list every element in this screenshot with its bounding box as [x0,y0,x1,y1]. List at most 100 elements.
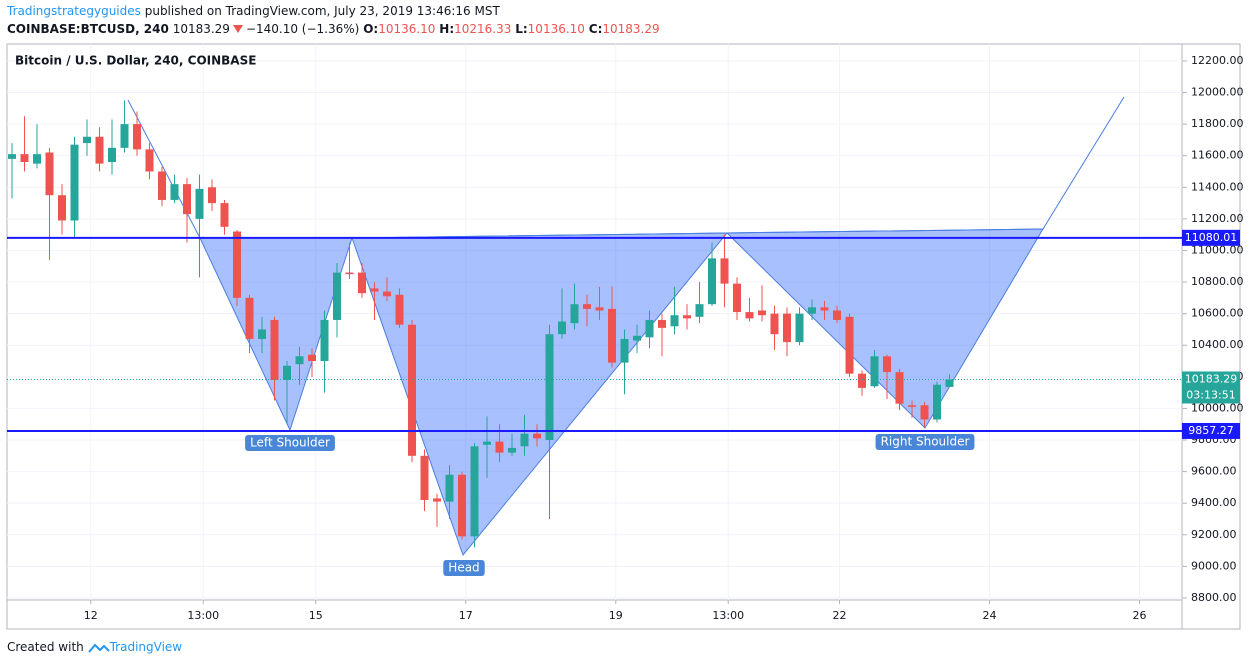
x-tick-label: 22 [833,609,847,622]
candle-body [495,441,504,453]
candle-body [345,272,354,275]
level-label: 11080.01 [1185,231,1238,244]
candle-body [358,272,366,294]
candle-body [795,313,804,343]
candle-body [83,136,91,144]
candle-body [33,154,41,164]
frame [6,43,1241,630]
publish-line: Tradingstrategyguides published on Tradi… [7,4,500,18]
x-tick-label: 15 [309,609,323,622]
pattern-label: Head [448,561,479,575]
candle-body [408,324,416,456]
candle-body [433,498,441,502]
candle-body [920,405,929,420]
candle-body [820,307,829,311]
last: 10183.29 [172,22,230,36]
y-tick-label: 11000.00 [1191,243,1244,256]
candle-body [445,474,454,502]
candle-body [70,144,79,221]
last-price-label: 10183.29 [1185,372,1238,385]
candle-body [208,187,216,204]
candle-body [145,149,154,172]
logo [87,643,110,653]
candle-body [858,373,866,388]
candle-body [695,304,704,317]
candle-body [395,294,404,325]
ohlc-label: L: [515,22,528,36]
symbol: COINBASE:BTCUSD, 240 [7,22,169,36]
candle-body [770,313,779,335]
candle-body [845,316,854,374]
ohlc-label: O: [363,22,379,36]
candle-body [833,310,841,320]
y-tick-label: 11800.00 [1191,117,1244,130]
candle-body [283,365,291,380]
candle-body [483,441,491,445]
candle-body [645,319,654,338]
candle-body [933,384,941,420]
y-tick-label: 9600.00 [1191,465,1237,478]
level-tag [1182,229,1240,246]
publisher: Tradingstrategyguides [7,4,141,18]
candle-body [183,184,191,215]
ohlc-value: 10183.29 [602,22,660,36]
y-tick-label: 8800.00 [1191,591,1237,604]
x-tick-label: 13:00 [187,609,219,622]
brand: TradingView [109,640,183,654]
candle-body [658,319,666,328]
candle-body [570,304,579,324]
y-tick-label: 9400.00 [1191,496,1237,509]
candle-body [733,283,741,313]
candle-body [420,455,429,501]
candle-body [320,319,329,362]
candle-body [683,315,691,319]
ohlc-value: 10216.33 [454,22,512,36]
y-tick-label: 10000.00 [1191,401,1244,414]
candle-body [120,124,129,148]
candle-body [895,372,904,404]
x-tick-label: 26 [1133,609,1147,622]
y-tick-label: 12200.00 [1191,54,1244,67]
y-tick-label: 10800.00 [1191,275,1244,288]
ohlc-value: 10136.10 [378,22,436,36]
chart: 12200.00 12000.00 11800.00 11600.00 11400.00… [6,43,1244,630]
change: −140.10 (−1.36%) [245,22,360,36]
ohlc-label: C: [588,22,603,36]
candle-body [558,321,566,335]
symbol-line: COINBASE:BTCUSD, 240 10183.29 −140.10 (−1… [7,22,660,36]
candle-body [233,231,241,298]
candle-body [533,433,541,439]
ohlc-label: H: [439,22,455,36]
target-line [1042,96,1125,230]
y-tick-label: 12000.00 [1191,86,1244,99]
level-label: 9857.27 [1188,424,1234,437]
candle-body [20,154,29,163]
candle-body [258,329,266,339]
ohlc-value: 10136.10 [527,22,585,36]
candle-body [370,288,379,292]
candle-body [158,171,166,200]
y-tick-label: 11400.00 [1191,180,1244,193]
pattern-label: Left Shoulder [250,436,330,450]
pattern-label-box [245,435,335,451]
candle-body [670,315,679,327]
down-arrow [232,25,243,33]
x-tick-label: 17 [459,609,473,622]
candle-body [95,136,104,164]
candle-body [783,313,791,343]
neckline [351,228,1044,239]
countdown: 03:13:51 [1186,388,1235,401]
candle-body [620,338,629,363]
candle-body [383,291,391,297]
y-tick-label: 10400.00 [1191,338,1244,351]
candle-body [720,258,729,284]
candle-body [8,154,16,159]
candle-body [595,307,604,311]
candle-body [545,334,554,441]
y-tick-label: 11200.00 [1191,212,1244,225]
trend-line [127,99,201,239]
created: Created with [7,640,84,654]
candle-body [58,195,66,221]
candle-body [508,447,516,453]
